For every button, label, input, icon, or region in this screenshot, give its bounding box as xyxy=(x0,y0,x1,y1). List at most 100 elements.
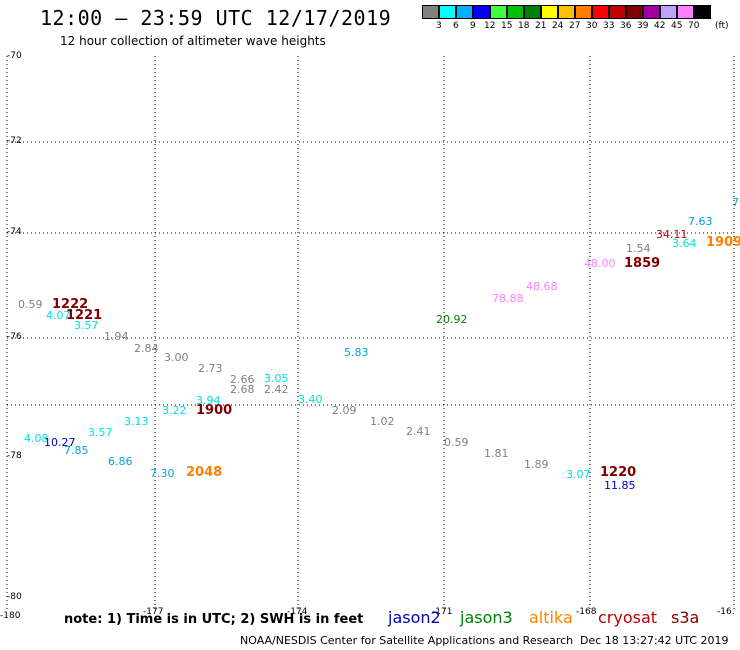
wave-height-value: 1.89 xyxy=(524,458,549,471)
wave-height-value: 3.22 xyxy=(162,404,187,417)
legend-label: 6 xyxy=(453,21,459,31)
legend-swatch xyxy=(473,5,490,19)
lon-label: -171 xyxy=(432,607,453,617)
satellite-label-s3a: s3a xyxy=(671,608,700,627)
legend-label: 3 xyxy=(436,21,442,31)
satellite-label-jason2: jason2 xyxy=(388,608,441,627)
lon-label: -16. xyxy=(717,607,735,617)
lat-label: -70 xyxy=(7,51,22,61)
wave-height-value: 3.94 xyxy=(196,394,221,407)
lat-label: -80 xyxy=(7,592,22,602)
lon-label: -180 xyxy=(0,611,21,621)
wave-height-value: 1.54 xyxy=(626,242,651,255)
wave-height-value: 7.30 xyxy=(150,467,175,480)
wave-height-value: 3.64 xyxy=(672,237,697,250)
wave-height-value: 3.40 xyxy=(298,393,323,406)
page-title: 12:00 – 23:59 UTC 12/17/2019 xyxy=(40,6,392,30)
legend-swatch xyxy=(677,5,694,19)
legend-swatch xyxy=(439,5,456,19)
legend-label: 24 xyxy=(552,21,564,31)
legend-swatch xyxy=(626,5,643,19)
legend-label: 42 xyxy=(654,21,666,31)
wave-height-value: 3.13 xyxy=(124,415,149,428)
wave-height-value: 6.86 xyxy=(108,455,133,468)
footer-note: note: 1) Time is in UTC; 2) SWH is in fe… xyxy=(64,612,364,627)
legend-swatch xyxy=(507,5,524,19)
legend-swatch xyxy=(643,5,660,19)
legend-label: 70 xyxy=(688,21,700,31)
pass-time-label: 1222 xyxy=(52,297,89,312)
wave-height-value: 3.05 xyxy=(264,372,289,385)
wave-height-value: 34.11 xyxy=(656,228,688,241)
pass-time-label: 1221 xyxy=(66,308,103,323)
legend-swatch xyxy=(575,5,592,19)
legend-swatch xyxy=(558,5,575,19)
legend-label: 45 xyxy=(671,21,683,31)
wave-height-value: 3.00 xyxy=(164,351,189,364)
wave-height-value: 0.59 xyxy=(18,298,43,311)
wave-height-value: 1.02 xyxy=(370,415,395,428)
wave-height-value: 7.63 xyxy=(688,215,713,228)
satellite-label-altika: altika xyxy=(529,608,573,627)
wave-height-value: 11.85 xyxy=(604,479,636,492)
wave-height-value: 0.59 xyxy=(444,436,469,449)
legend-label: 33 xyxy=(603,21,615,31)
legend-swatch xyxy=(524,5,541,19)
lat-label: -72 xyxy=(7,136,22,146)
wave-height-value: 20.92 xyxy=(436,313,468,326)
wave-height-value: 2.68 xyxy=(230,383,255,396)
satellite-label-cryosat: cryosat xyxy=(598,608,658,627)
wave-height-value: 1.94 xyxy=(104,330,129,343)
legend-swatch xyxy=(456,5,473,19)
footer-timestamp: Dec 18 13:27:42 UTC 2019 xyxy=(580,634,729,647)
legend-label: 36 xyxy=(620,21,632,31)
pass-time-label: 1900 xyxy=(196,403,233,418)
legend-swatch xyxy=(422,5,439,19)
legend-label: 39 xyxy=(637,21,649,31)
legend-label: 9 xyxy=(470,21,476,31)
wave-height-value: 2.66 xyxy=(230,373,255,386)
wave-height-value: 1.81 xyxy=(484,447,509,460)
lon-label: -168 xyxy=(576,607,597,617)
wave-height-value: 3.57 xyxy=(88,426,113,439)
legend-swatch xyxy=(490,5,507,19)
lat-label: -76 xyxy=(7,332,22,342)
legend-swatch xyxy=(592,5,609,19)
wave-height-value: 78.88 xyxy=(492,292,524,305)
legend-label: 15 xyxy=(501,21,513,31)
wave-height-value: 2.09 xyxy=(332,404,357,417)
wave-height-value: 4.07 xyxy=(46,309,71,322)
lat-label: -74 xyxy=(7,227,22,237)
wave-height-value: 2.84 xyxy=(134,342,159,355)
legend-label: 30 xyxy=(586,21,598,31)
wave-height-value: 7.85 xyxy=(64,444,89,457)
wave-height-value: 3.57 xyxy=(74,319,99,332)
wave-height-value: 2.73 xyxy=(198,362,223,375)
wave-height-value: 48.68 xyxy=(526,280,558,293)
lat-label: -78 xyxy=(7,451,22,461)
footer-organization: NOAA/NESDIS Center for Satellite Applica… xyxy=(240,634,574,647)
pass-time-label: 1220 xyxy=(600,465,637,480)
legend-unit-label: (ft) xyxy=(715,21,729,31)
satellite-label-jason3: jason3 xyxy=(460,608,513,627)
lon-label: -177 xyxy=(143,607,164,617)
legend-swatch xyxy=(541,5,558,19)
pass-time-label: 2048 xyxy=(186,465,223,480)
legend-label: 21 xyxy=(535,21,547,31)
wave-height-value: 10.27 xyxy=(44,436,76,449)
wave-height-value: 5.83 xyxy=(344,346,369,359)
wave-height-value: 48.00 xyxy=(584,257,616,270)
wave-height-value: 2.41 xyxy=(406,425,431,438)
wave-height-value: 7 xyxy=(732,196,739,209)
legend-label: 12 xyxy=(484,21,496,31)
lon-label: -174 xyxy=(287,607,308,617)
pass-time-label: 1859 xyxy=(624,256,661,271)
pass-time-label: 1909 xyxy=(706,235,740,250)
legend-label: 27 xyxy=(569,21,581,31)
wave-height-value: 4.08 xyxy=(24,432,49,445)
wave-height-value: 2.42 xyxy=(264,383,289,396)
page-subtitle: 12 hour collection of altimeter wave hei… xyxy=(60,34,326,48)
legend-swatch xyxy=(694,5,711,19)
wave-height-value: 3.07 xyxy=(566,468,591,481)
